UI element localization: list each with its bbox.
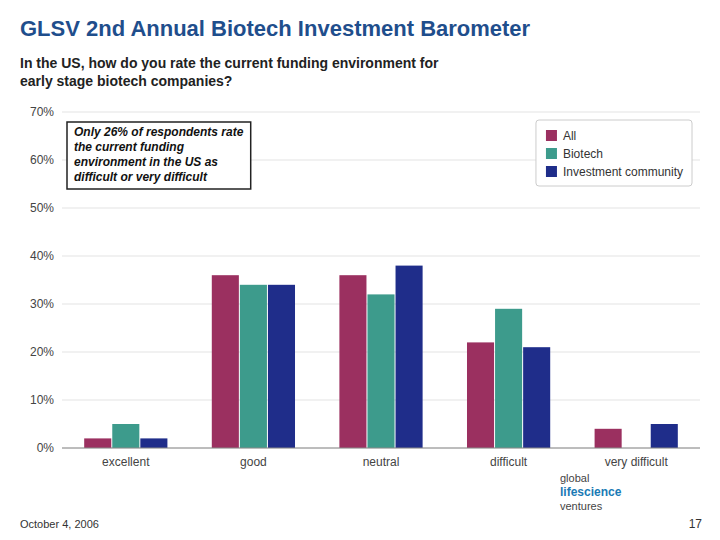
y-tick-label: 50% [30,201,54,215]
legend-swatch [546,130,557,141]
legend-box [536,120,692,186]
bar [268,285,295,448]
legend-swatch [546,148,557,159]
bar [367,294,394,448]
x-tick-label: neutral [363,455,400,469]
y-tick-label: 10% [30,393,54,407]
bar [495,309,522,448]
subtitle: In the US, how do you rate the current f… [20,55,439,89]
footer-date: October 4, 2006 [20,518,99,530]
text-line: environment in the US as [74,155,218,169]
y-tick-label: 20% [30,345,54,359]
text-line: difficult or very difficult [74,170,208,184]
x-axis-line [62,448,700,449]
y-tick-label: 70% [30,105,54,119]
grid-line [62,112,700,113]
x-tick-label: excellent [102,455,150,469]
x-tick-label: very difficult [605,455,669,469]
text-line: early stage biotech companies? [20,73,232,89]
text-line: the current funding [74,140,185,154]
text-line: In the US, how do you rate the current f… [20,55,439,71]
bar [140,438,167,448]
legend-label: Biotech [563,147,603,161]
y-tick-label: 40% [30,249,54,263]
bar [84,438,111,448]
annotation-box [67,122,251,189]
x-tick-label: difficult [490,455,528,469]
text-line: Only 26% of respondents rate [74,125,244,139]
logo-text: global [560,472,589,484]
bar [523,347,550,448]
legend-swatch [546,166,557,177]
y-tick-label: 0% [37,441,55,455]
logo-text: lifescience [560,485,622,499]
legend: All Biotech Investment community [536,120,692,186]
title: GLSV 2nd Annual Biotech Investment Barom… [20,16,531,41]
bars [84,266,678,448]
grid-line [62,448,700,449]
annotation-text: Only 26% of respondents ratethe current … [74,125,244,184]
grid-line [62,208,700,209]
y-tick-label: 60% [30,153,54,167]
logo-text: ventures [560,500,603,512]
bar [212,275,239,448]
bar [240,285,267,448]
bar [339,275,366,448]
x-tick-label: good [240,455,267,469]
bar [595,429,622,448]
annotation: Only 26% of respondents ratethe current … [67,122,251,189]
y-tick-label: 30% [30,297,54,311]
grid-line [62,256,700,257]
bar [112,424,139,448]
grid [62,112,700,448]
chart: GLSV 2nd Annual Biotech Investment Barom… [0,0,720,540]
bar [467,342,494,448]
legend-label: All [563,129,576,143]
page-number: 17 [689,517,703,531]
bar [396,266,423,448]
legend-label: Investment community [563,165,683,179]
bar [651,424,678,448]
